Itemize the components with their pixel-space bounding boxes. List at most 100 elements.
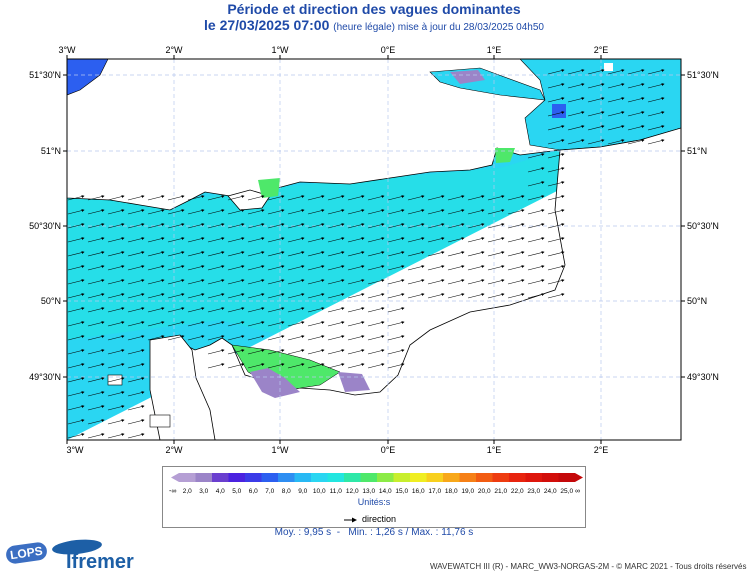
direction-arrow: [87, 293, 105, 299]
direction-arrow: [227, 223, 245, 229]
direction-arrow: [247, 195, 265, 201]
direction-arrow: [327, 335, 345, 341]
lat-label-right: 50°N: [687, 296, 707, 306]
direction-arrow: [527, 167, 545, 173]
direction-arrow: [67, 237, 85, 243]
legend-box: 2,0 3,0 4,0 5,0 6,0 7,0 8,0 9,0 10,0 11,0 12,0 13,0…: [162, 466, 586, 528]
colorbar-swatch: [327, 473, 344, 482]
colorbar-tick-label: 14,0: [379, 488, 392, 495]
colorbar-swatch: [492, 473, 509, 482]
direction-arrow: [207, 209, 225, 215]
direction-arrow: [367, 209, 385, 215]
direction-arrow: [607, 111, 625, 117]
direction-arrow: [227, 307, 245, 313]
direction-arrow: [347, 195, 365, 201]
colorbar-swatch: [195, 473, 212, 482]
north-sea-gap: [604, 63, 613, 71]
direction-arrow: [227, 265, 245, 271]
direction-arrow: [267, 349, 285, 355]
colorbar-swatch: [393, 473, 410, 482]
direction-arrow: [67, 391, 85, 397]
direction-arrow: [347, 265, 365, 271]
direction-arrow: [147, 321, 165, 327]
colorbar-swatch: [228, 473, 245, 482]
direction-arrow: [147, 307, 165, 313]
direction-arrow: [107, 405, 125, 411]
direction-arrow: [107, 391, 125, 397]
direction-arrow: [347, 237, 365, 243]
direction-arrow: [527, 237, 545, 243]
direction-arrow: [127, 307, 145, 313]
direction-arrow: [167, 251, 185, 257]
colorbar: 2,0 3,0 4,0 5,0 6,0 7,0 8,0 9,0 10,0 11,0 12,0 13,0…: [169, 473, 583, 523]
direction-arrow: [227, 251, 245, 257]
direction-arrow: [187, 195, 205, 201]
direction-arrow: [487, 265, 505, 271]
colorbar-tick-label: 16,0: [412, 488, 425, 495]
north-sea-blue: [552, 104, 566, 118]
direction-arrow: [487, 279, 505, 285]
unit-text: Unités: [357, 497, 384, 507]
direction-arrow: [467, 265, 485, 271]
direction-arrow: [427, 195, 445, 201]
direction-arrow: [87, 433, 105, 439]
direction-arrow: [167, 209, 185, 215]
direction-arrow: [227, 237, 245, 243]
direction-arrow: [647, 139, 665, 145]
lon-label-top: 1°E: [487, 45, 502, 55]
direction-arrow: [567, 83, 585, 89]
lon-label-bottom: 1°E: [487, 445, 502, 455]
stats-line: Moy. : 9,95 s - Min. : 1,26 s / Max. : 1…: [0, 527, 748, 538]
direction-arrow: [207, 195, 225, 201]
direction-arrow: [307, 279, 325, 285]
direction-arrow: [207, 223, 225, 229]
direction-arrow: [427, 209, 445, 215]
direction-arrow: [607, 125, 625, 131]
direction-arrow: [467, 223, 485, 229]
lat-label-right: 51°30'N: [687, 70, 719, 80]
direction-arrow: [107, 195, 125, 201]
direction-arrow: [187, 293, 205, 299]
direction-arrow: [207, 251, 225, 257]
direction-arrow: [267, 279, 285, 285]
direction-arrow: [527, 195, 545, 201]
direction-arrow: [547, 69, 565, 75]
direction-arrow: [247, 293, 265, 299]
direction-arrow: [127, 251, 145, 257]
direction-arrow: [327, 265, 345, 271]
colorbar-swatch: [294, 473, 311, 482]
direction-arrow: [207, 237, 225, 243]
direction-arrow: [307, 293, 325, 299]
direction-arrow: [627, 111, 645, 117]
direction-arrow: [347, 209, 365, 215]
direction-arrow: [407, 265, 425, 271]
direction-arrow: [127, 391, 145, 397]
direction-arrow: [147, 265, 165, 271]
direction-arrow: [187, 307, 205, 313]
axis-ticks: [63, 55, 685, 444]
direction-arrow: [287, 195, 305, 201]
direction-arrow: [127, 321, 145, 327]
direction-arrow: [547, 125, 565, 131]
direction-arrow: [267, 209, 285, 215]
direction-arrow: [627, 125, 645, 131]
direction-arrow: [547, 251, 565, 257]
direction-label: direction: [362, 514, 397, 524]
direction-arrow: [307, 237, 325, 243]
direction-arrow: [607, 83, 625, 89]
direction-arrow: [627, 83, 645, 89]
colorbar-swatch: [179, 473, 196, 482]
direction-arrow: [287, 251, 305, 257]
direction-arrow: [107, 335, 125, 341]
chart-title: Période et direction des vagues dominant…: [227, 1, 521, 17]
direction-arrow: [147, 335, 165, 341]
direction-arrow: [367, 265, 385, 271]
lat-label-left: 49°30'N: [29, 372, 61, 382]
direction-arrow: [347, 223, 365, 229]
colorbar-min-triangle: [171, 473, 179, 482]
direction-arrow: [207, 293, 225, 299]
direction-arrow: [127, 209, 145, 215]
colorbar-tick-label: 18,0: [445, 488, 458, 495]
direction-arrow: [67, 223, 85, 229]
direction-arrow: [527, 223, 545, 229]
